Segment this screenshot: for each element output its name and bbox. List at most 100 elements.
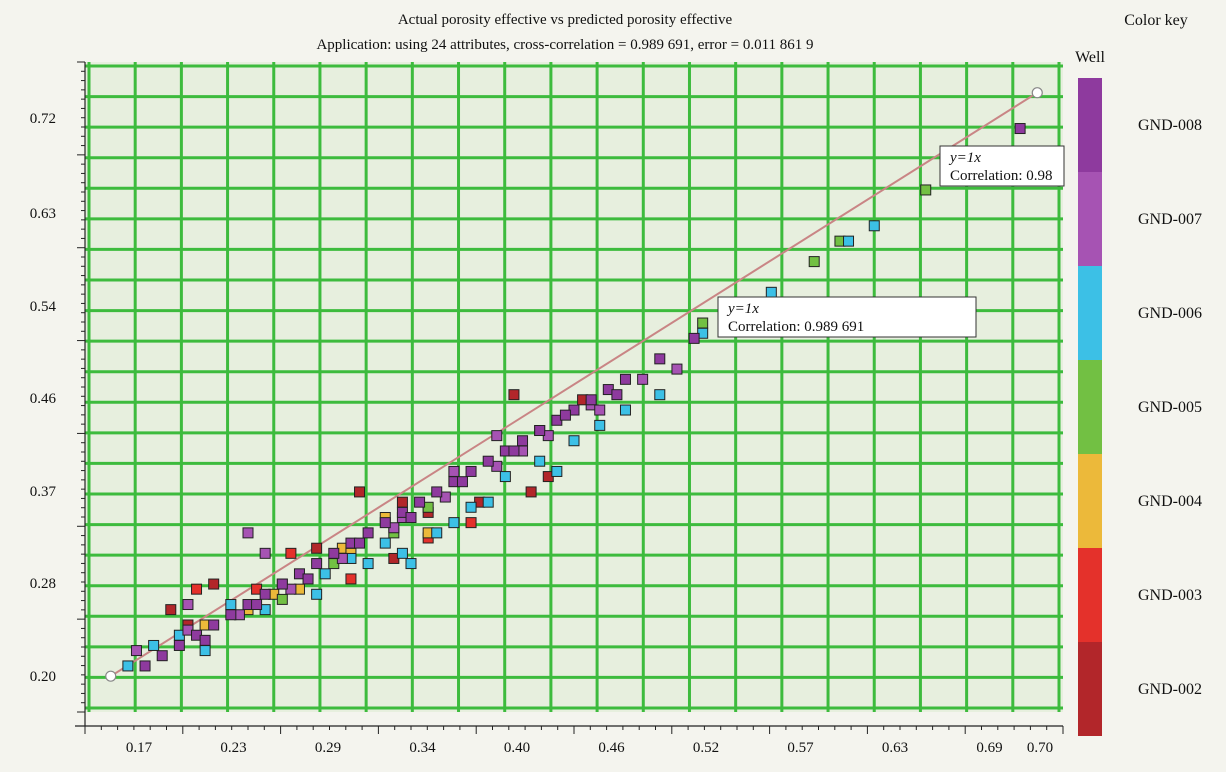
data-point — [688, 332, 700, 344]
data-point — [808, 256, 820, 268]
data-point — [362, 558, 374, 570]
data-point — [173, 639, 185, 651]
data-point — [242, 527, 254, 539]
data-point — [311, 588, 323, 600]
data-point — [551, 465, 563, 477]
data-point — [568, 435, 580, 447]
y-tick-label: 0.63 — [30, 206, 56, 222]
annotation-box — [939, 145, 1065, 187]
data-point — [499, 471, 511, 483]
data-point — [465, 501, 477, 513]
data-point — [130, 645, 142, 657]
color-key-label: GND-002 — [1138, 681, 1202, 698]
data-point — [456, 476, 468, 488]
data-point — [182, 599, 194, 611]
annotation-correlation: Correlation: 0.989 691 — [728, 319, 864, 335]
data-point — [148, 639, 160, 651]
data-point — [225, 599, 237, 611]
data-point — [311, 558, 323, 570]
data-point — [482, 496, 494, 508]
annotation-equation: y=1x — [948, 150, 981, 166]
data-point — [594, 419, 606, 431]
annotations: y=1x Correlation: 0.989 691 y=1x Correlatio… — [717, 145, 1065, 338]
color-key-label: GND-005 — [1138, 399, 1202, 416]
data-point — [559, 409, 571, 421]
data-point — [165, 604, 177, 616]
data-point — [379, 537, 391, 549]
data-point — [465, 465, 477, 477]
y-tick-label: 0.20 — [30, 669, 56, 685]
chart-title: Actual porosity effective vs predicted p… — [398, 12, 733, 28]
data-point — [491, 430, 503, 442]
x-tick-label: 0.23 — [220, 740, 246, 756]
data-point — [208, 578, 220, 590]
data-point — [199, 634, 211, 646]
data-point — [276, 593, 288, 605]
data-point — [139, 660, 151, 672]
x-tick-label: 0.70 — [1027, 740, 1053, 756]
x-tick-label: 0.52 — [693, 740, 719, 756]
data-point — [414, 496, 426, 508]
data-point — [259, 588, 271, 600]
color-key-subtitle: Well — [1075, 49, 1105, 66]
y-tick-label: 0.54 — [30, 299, 57, 315]
data-point — [405, 512, 417, 524]
data-point — [637, 373, 649, 385]
data-point — [251, 599, 263, 611]
color-key-label: GND-007 — [1138, 211, 1202, 228]
data-point — [508, 445, 520, 457]
data-point — [448, 465, 460, 477]
data-point — [122, 660, 134, 672]
y-tick-label: 0.72 — [30, 111, 56, 127]
y-tick-label: 0.37 — [30, 484, 57, 500]
color-key-label: GND-004 — [1138, 493, 1202, 510]
data-point — [225, 609, 237, 621]
data-point — [156, 650, 168, 662]
data-point — [311, 542, 323, 554]
annotation-equation: y=1x — [726, 301, 759, 317]
data-point — [362, 527, 374, 539]
data-point — [534, 425, 546, 437]
data-point — [868, 220, 880, 232]
data-point — [619, 404, 631, 416]
color-key: Color key Well GND-008 GND-007 GND-006 GND-… — [1075, 12, 1202, 736]
x-tick-label: 0.40 — [504, 740, 530, 756]
color-key-label: GND-003 — [1138, 587, 1202, 604]
data-point — [482, 455, 494, 467]
data-point — [302, 573, 314, 585]
y-tick-label: 0.28 — [30, 576, 56, 592]
data-point — [765, 286, 777, 298]
trend-line-group — [105, 87, 1043, 682]
data-point — [697, 317, 709, 329]
data-point — [285, 547, 297, 559]
data-point — [654, 389, 666, 401]
data-point — [354, 486, 366, 498]
trend-line-endpoint — [1031, 87, 1043, 99]
data-point — [405, 558, 417, 570]
axes: 0.17 0.23 0.29 0.34 0.40 0.46 0.52 0.57 0.63 0.69… — [30, 61, 1064, 756]
data-point — [328, 547, 340, 559]
color-key-swatch — [1078, 266, 1102, 360]
data-point — [843, 235, 855, 247]
color-key-swatch — [1078, 78, 1102, 172]
data-point — [585, 394, 597, 406]
data-point — [508, 389, 520, 401]
data-point — [345, 573, 357, 585]
data-point — [319, 568, 331, 580]
data-point — [276, 578, 288, 590]
annotation-correlation: Correlation: 0.98 — [950, 168, 1052, 184]
color-key-label: GND-008 — [1138, 117, 1202, 134]
data-point — [396, 496, 408, 508]
data-point — [448, 517, 460, 529]
data-point — [465, 517, 477, 529]
x-tick-label: 0.34 — [409, 740, 436, 756]
color-key-title: Color key — [1124, 12, 1188, 29]
color-key-label: GND-006 — [1138, 305, 1202, 322]
data-point — [259, 547, 271, 559]
data-point — [431, 486, 443, 498]
data-point — [594, 404, 606, 416]
chart-subtitle: Application: using 24 attributes, cross-… — [316, 37, 813, 53]
annotation-box — [717, 296, 977, 338]
